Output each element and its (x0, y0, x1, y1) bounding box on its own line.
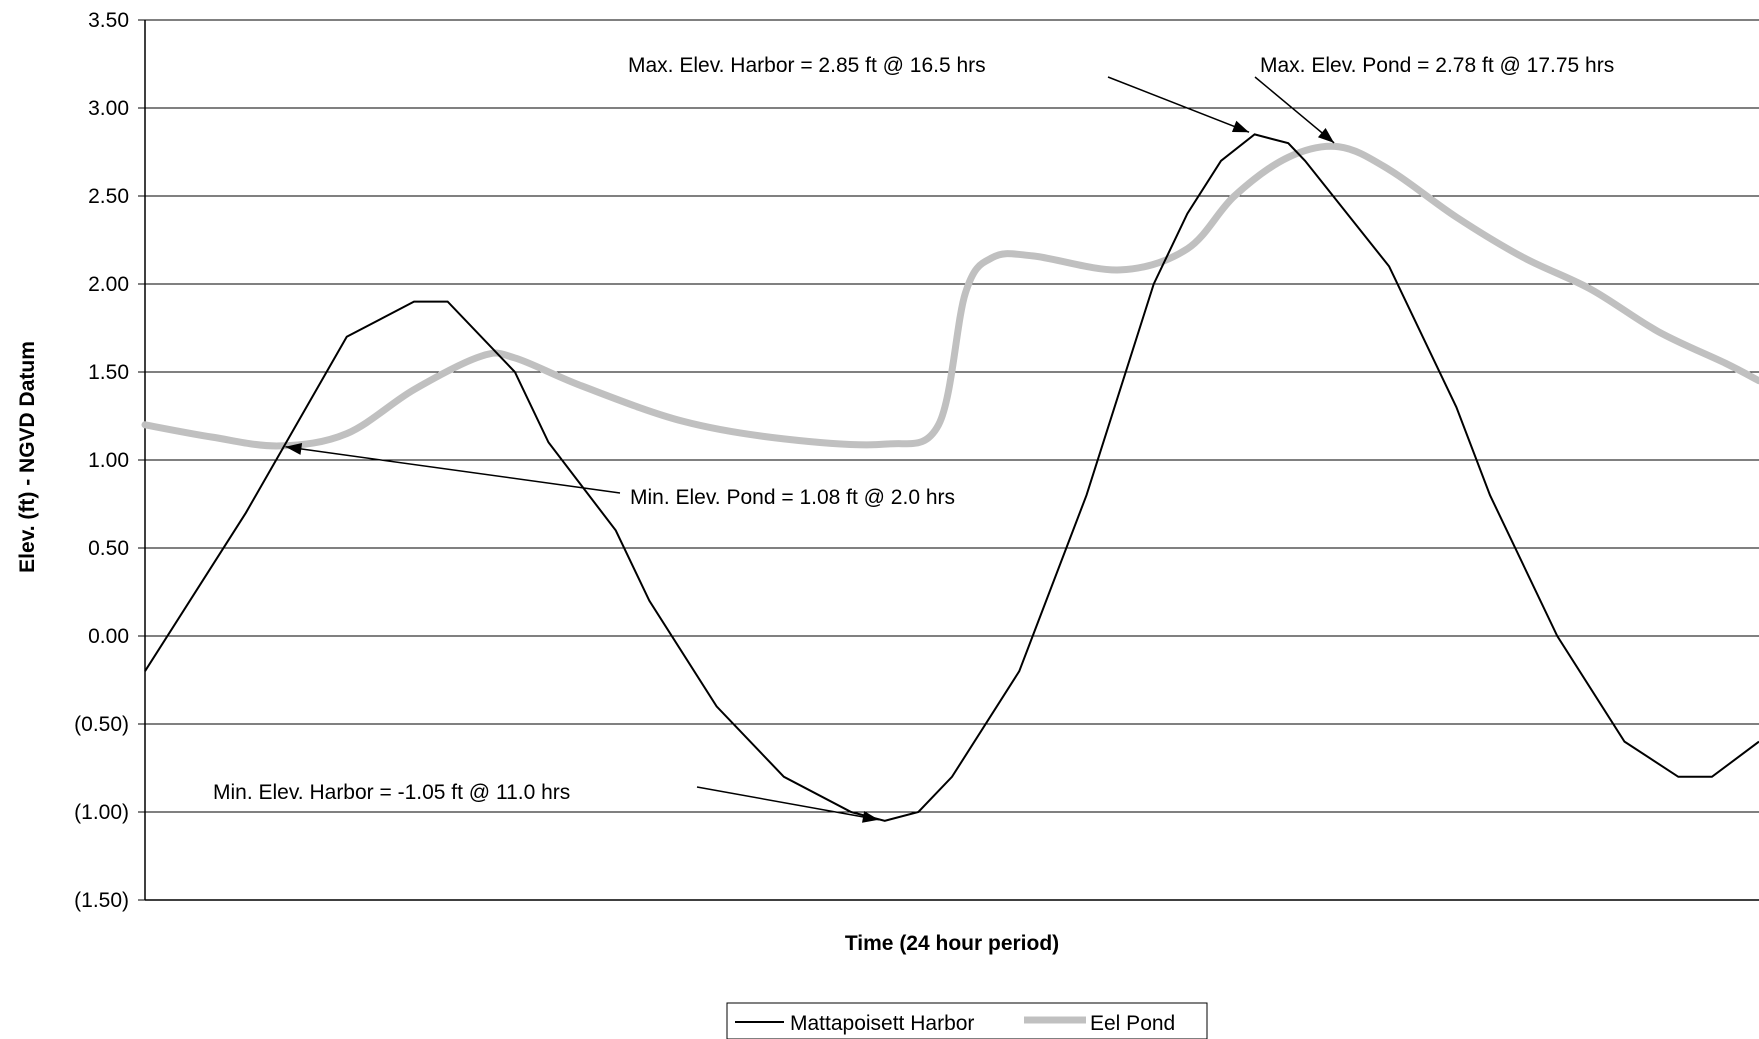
y-tick-label: (1.50) (74, 889, 129, 912)
y-tick-labels: (1.50) (1.00) (0.50) 0.00 0.50 1.00 1.50 2.00 2.… (74, 9, 129, 912)
series-line-mattapoisett-harbor (144, 133, 1759, 822)
annotation-arrowhead (862, 810, 879, 823)
legend-box (726, 1002, 1208, 1039)
annotation-arrowhead (1317, 128, 1335, 143)
axes (138, 19, 1759, 901)
annotations: Max. Elev. Harbor = 2.85 ft @ 16.5 hrs Ma… (213, 54, 1614, 823)
y-tick-label: 0.50 (88, 537, 129, 560)
annotation-label: Max. Elev. Harbor = 2.85 ft @ 16.5 hrs (628, 54, 986, 77)
y-tick-label: 1.50 (88, 361, 129, 384)
annotation-label: Min. Elev. Pond = 1.08 ft @ 2.0 hrs (630, 486, 955, 509)
y-tick-label: 0.00 (88, 625, 129, 648)
y-tick-label: 3.50 (88, 9, 129, 32)
series-line-eel-pond (141, 142, 1759, 450)
y-tick-label: 2.50 (88, 185, 129, 208)
legend: Mattapoisett Harbor Eel Pond (726, 1002, 1208, 1039)
annotation-label: Min. Elev. Harbor = -1.05 ft @ 11.0 hrs (213, 781, 570, 804)
y-tick-label: 2.00 (88, 273, 129, 296)
legend-label-harbor: Mattapoisett Harbor (790, 1012, 974, 1035)
annotation-label: Max. Elev. Pond = 2.78 ft @ 17.75 hrs (1260, 54, 1614, 77)
annotation-arrow (696, 786, 879, 821)
series-lines (141, 133, 1759, 822)
y-tick-label: 1.00 (88, 449, 129, 472)
annotation-arrow (1107, 76, 1250, 133)
x-axis-title: Time (24 hour period) (845, 932, 1059, 955)
y-tick-label: (1.00) (74, 801, 129, 824)
legend-label-pond: Eel Pond (1090, 1012, 1175, 1035)
gridlines (145, 19, 1759, 813)
annotation-arrow (285, 445, 621, 494)
y-axis-title: Elev. (ft) - NGVD Datum (16, 341, 39, 573)
y-tick-label: (0.50) (74, 713, 129, 736)
annotation-arrowhead (285, 442, 303, 455)
annotation-arrowhead (1231, 120, 1250, 133)
annotation-arrow (1254, 76, 1335, 144)
y-tick-label: 3.00 (88, 97, 129, 120)
